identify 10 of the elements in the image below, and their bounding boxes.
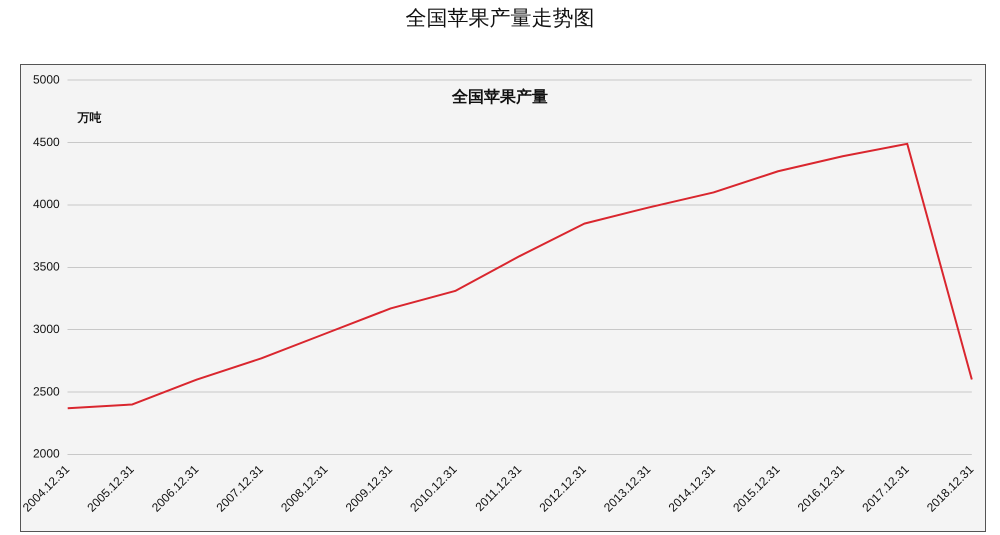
y-tick-label: 2500 [32, 384, 60, 398]
y-tick-label: 3000 [32, 322, 60, 336]
y-tick-label: 2000 [32, 446, 60, 461]
y-tick-label: 5000 [32, 72, 60, 87]
y-axis-title: 万吨 [76, 110, 102, 124]
y-tick-label: 4500 [32, 134, 60, 149]
y-tick-label: 3500 [32, 260, 60, 274]
text: 全国苹果产量 [451, 86, 548, 106]
y-tick-label: 4000 [32, 197, 60, 212]
chart-title: 全国苹果产量走势图 [404, 5, 596, 32]
